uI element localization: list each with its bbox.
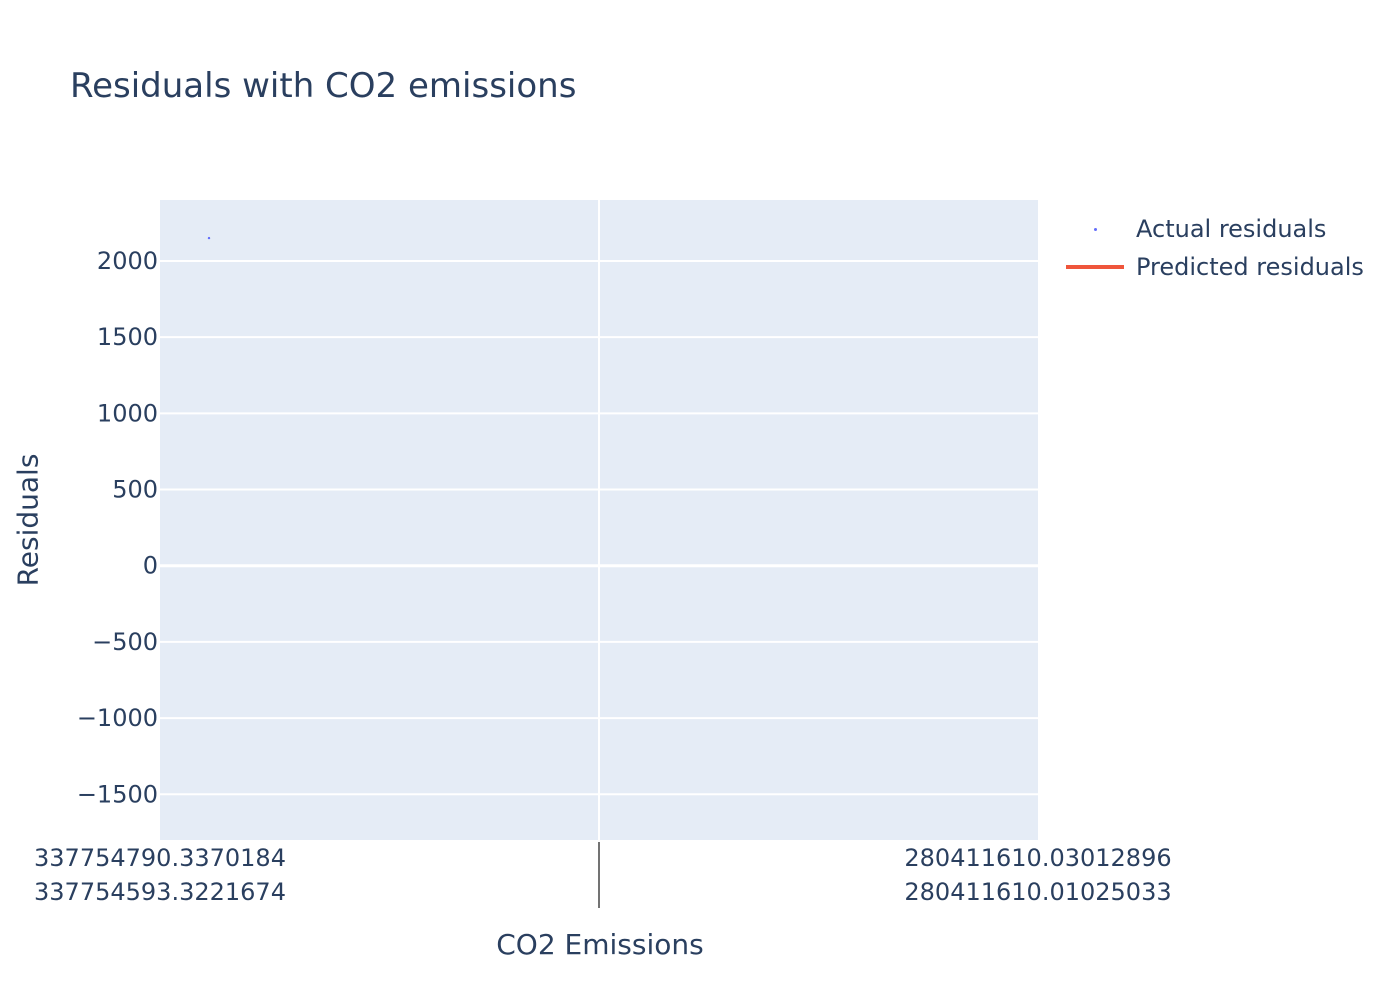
legend-marker-icon	[1060, 219, 1120, 239]
y-axis-label: Residuals	[11, 453, 45, 587]
y-tick-label: 0	[143, 552, 158, 580]
legend: Actual residuals Predicted residuals	[1060, 210, 1364, 286]
y-tick-label: 500	[112, 476, 158, 504]
y-tick-label: 1000	[97, 399, 158, 427]
x-tick-label: 280411610.03012896	[904, 844, 1171, 872]
legend-item-actual[interactable]: Actual residuals	[1060, 210, 1364, 248]
data-point	[207, 236, 211, 240]
x-tick-label: 280411610.01025033	[904, 878, 1171, 906]
legend-label-predicted: Predicted residuals	[1136, 253, 1364, 281]
y-tick-label: −1500	[77, 780, 158, 808]
y-tick-label: 2000	[97, 247, 158, 275]
y-tick-label: −1000	[77, 704, 158, 732]
y-tick-label: 1500	[97, 323, 158, 351]
chart-title: Residuals with CO2 emissions	[70, 66, 577, 106]
legend-line-icon	[1060, 257, 1124, 277]
x-axis-label: CO2 Emissions	[496, 928, 704, 961]
legend-label-actual: Actual residuals	[1136, 215, 1327, 243]
x-tick-label: 337754593.3221674	[34, 878, 286, 906]
legend-item-predicted[interactable]: Predicted residuals	[1060, 248, 1364, 286]
x-tick-label: 337754790.3370184	[34, 844, 286, 872]
y-tick-label: −500	[92, 628, 158, 656]
